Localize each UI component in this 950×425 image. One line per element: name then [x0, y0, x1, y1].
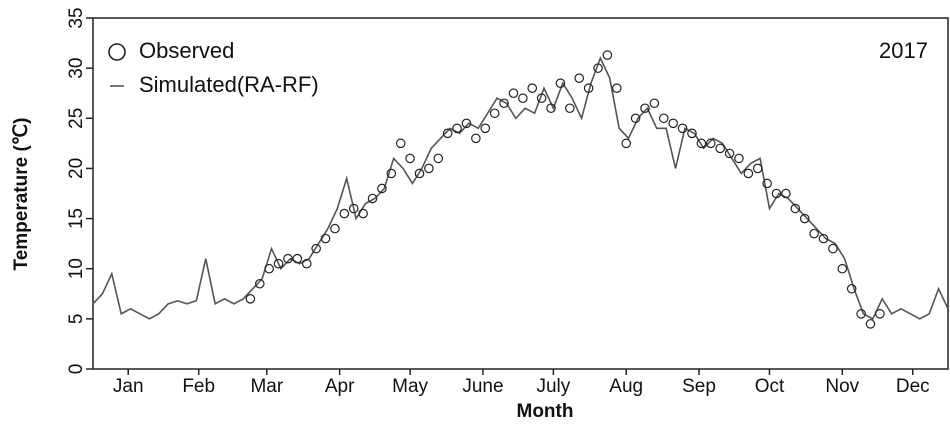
observed-point	[320, 233, 331, 244]
observed-point	[471, 133, 481, 144]
y-tick-label: 25	[66, 108, 87, 129]
observed-point	[696, 138, 707, 149]
plot-frame	[92, 17, 949, 370]
observed-point	[565, 103, 575, 114]
observed-point	[630, 113, 641, 124]
observed-point	[489, 108, 500, 119]
y-tick-label: 20	[66, 158, 87, 179]
observed-point	[687, 128, 697, 139]
observed-point	[555, 78, 566, 88]
simulated-line	[92, 56, 949, 320]
y-tick-label: 5	[66, 314, 87, 325]
observed-point	[414, 168, 425, 179]
legend-label: Observed	[139, 38, 234, 63]
observed-point	[734, 153, 744, 164]
x-tick-label: Aug	[609, 376, 643, 397]
observed-point	[311, 243, 321, 254]
annotation: 2017	[879, 38, 928, 63]
observed-point	[865, 319, 876, 329]
observed-point	[386, 168, 397, 179]
observed-point	[781, 188, 791, 199]
observed-point	[640, 103, 650, 114]
observed-point	[677, 123, 688, 134]
observed-point	[395, 138, 406, 149]
observed-point	[348, 203, 359, 214]
observed-point	[330, 223, 340, 234]
observed-point	[593, 63, 603, 73]
observed-point	[339, 208, 350, 219]
observed-point	[292, 253, 303, 264]
observed-point	[283, 253, 293, 264]
observed-point	[809, 228, 819, 239]
observed-point	[273, 258, 284, 269]
observed-point	[536, 93, 547, 104]
y-tick-label: 35	[66, 7, 87, 28]
observed-point	[264, 263, 274, 274]
observed-point	[377, 183, 387, 194]
observed-point	[705, 138, 716, 149]
y-tick-label: 0	[66, 364, 87, 375]
observed-point	[583, 83, 594, 93]
observed-point	[433, 153, 444, 164]
observed-point	[480, 123, 491, 134]
observed-point	[818, 233, 829, 244]
x-tick-label: Sep	[682, 376, 716, 397]
observed-point	[461, 118, 472, 129]
observed-point	[875, 309, 885, 319]
observed-point	[452, 123, 462, 134]
observed-point	[612, 83, 622, 93]
x-tick-label: Feb	[182, 376, 215, 397]
observed-point	[799, 213, 810, 224]
y-tick-label: 15	[66, 208, 87, 229]
observed-point	[762, 178, 772, 189]
observed-point	[668, 118, 678, 129]
x-tick-label: May	[392, 376, 428, 397]
observed-point	[658, 113, 669, 124]
x-tick-label: Dec	[896, 376, 930, 397]
observed-point	[715, 143, 725, 154]
observed-point	[254, 278, 265, 289]
x-tick-label: Jan	[113, 376, 144, 397]
y-tick-label: 30	[66, 58, 87, 79]
x-tick-label: July	[536, 376, 570, 397]
observed-point	[846, 283, 857, 294]
x-tick-label: Apr	[325, 376, 355, 397]
x-axis-title: Month	[517, 401, 574, 422]
observed-point	[828, 243, 838, 254]
observed-point	[574, 73, 585, 83]
observed-point	[724, 148, 735, 159]
x-tick-label: June	[462, 376, 503, 397]
observed-point	[245, 293, 256, 304]
observed-point	[367, 193, 378, 204]
x-tick-label: Mar	[250, 376, 283, 397]
observed-point	[790, 203, 801, 214]
observed-point	[499, 98, 509, 109]
observed-point	[649, 98, 660, 109]
legend-label: Simulated(RA-RF)	[139, 72, 319, 97]
observed-point	[442, 128, 453, 139]
observed-point	[602, 50, 613, 60]
y-tick-label: 10	[66, 258, 87, 279]
observed-point	[546, 103, 556, 114]
x-tick-label: Oct	[755, 376, 785, 397]
observed-point	[518, 93, 528, 104]
observed-point	[527, 83, 538, 93]
observed-point	[771, 188, 782, 199]
observed-point	[301, 258, 312, 269]
observed-point	[405, 153, 415, 164]
observed-point	[358, 208, 368, 219]
x-tick-label: Nov	[825, 376, 859, 397]
observed-point	[752, 163, 763, 174]
observed-point	[743, 168, 754, 179]
legend-marker	[108, 43, 126, 61]
observed-point	[837, 263, 848, 274]
observed-point	[424, 163, 434, 174]
observed-point	[508, 88, 519, 99]
y-axis-title: Temperature (℃)	[11, 118, 32, 271]
observed-point	[856, 309, 866, 319]
observed-point	[621, 138, 632, 149]
